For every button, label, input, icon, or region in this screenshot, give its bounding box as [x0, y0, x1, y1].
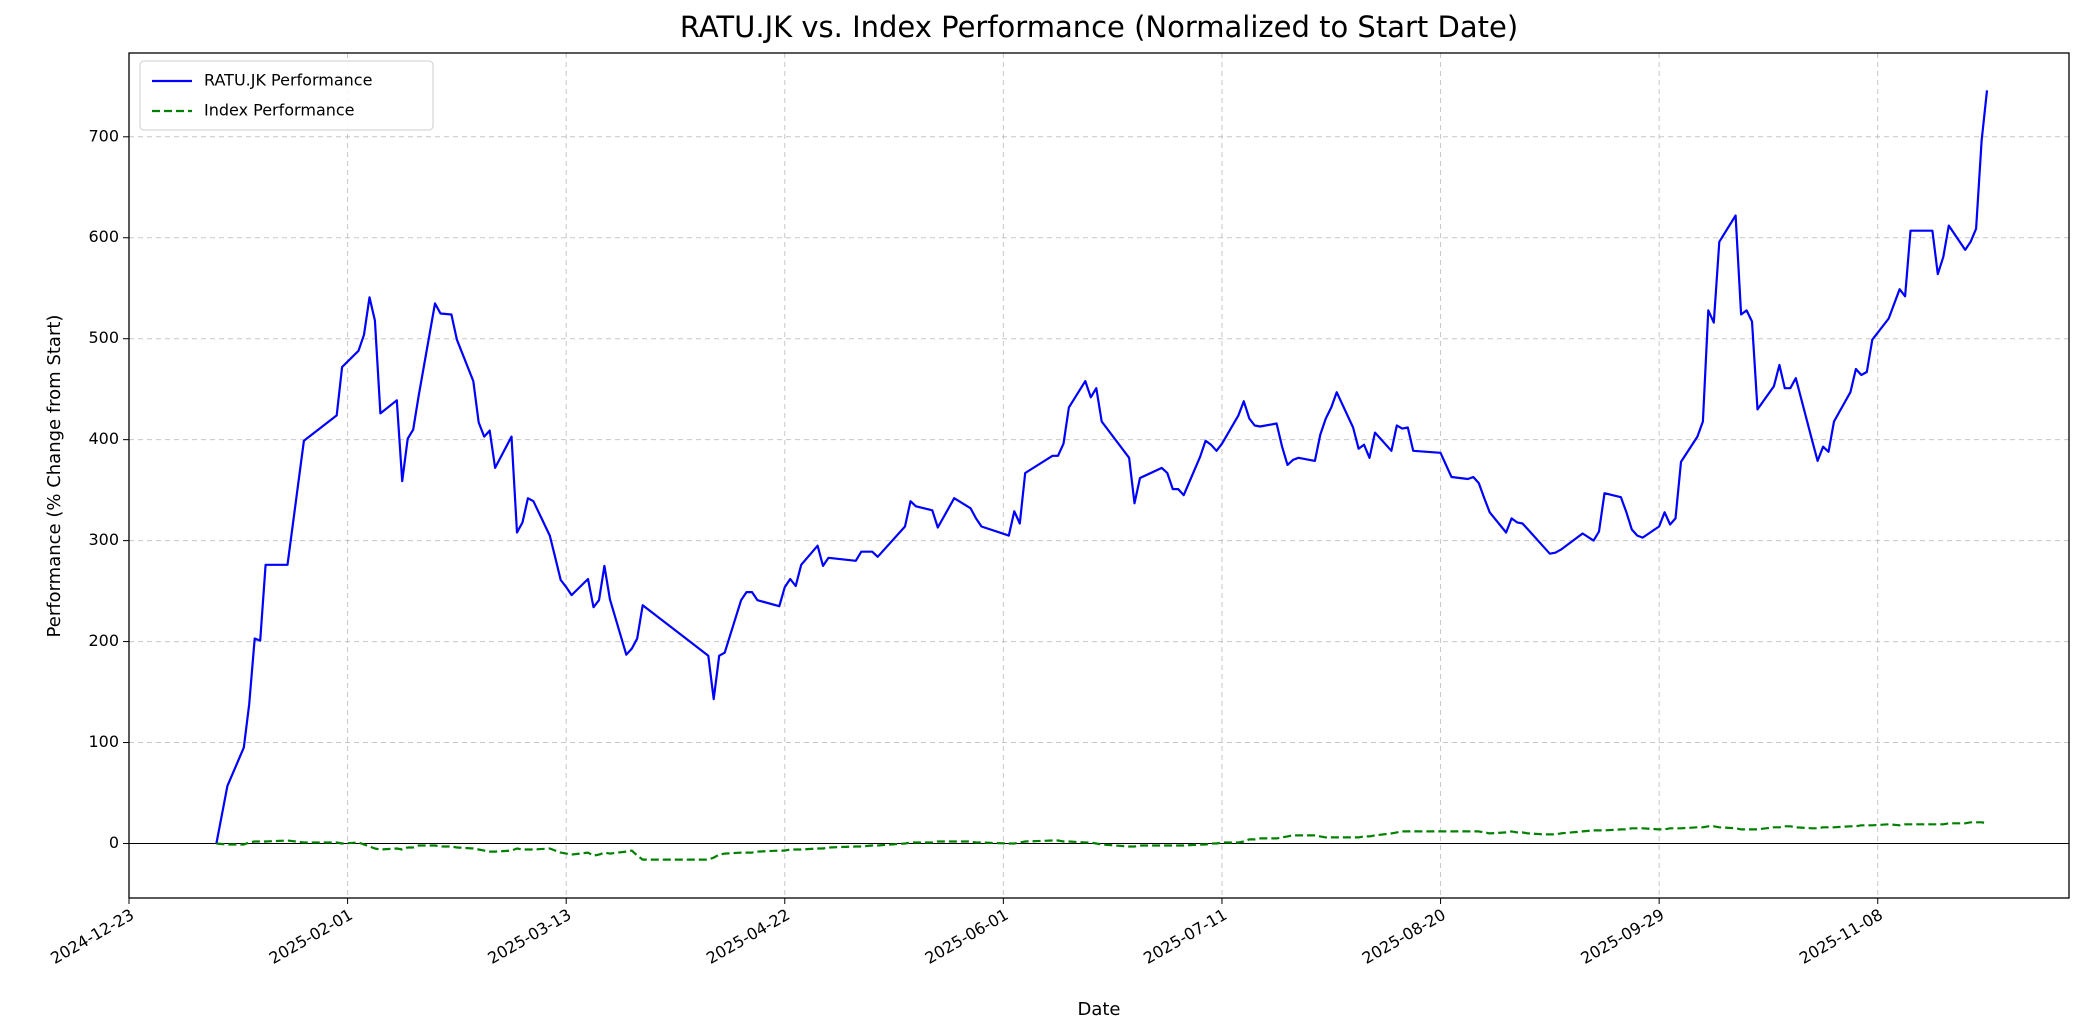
y-tick-label: 700	[88, 126, 119, 145]
y-tick-label: 200	[88, 631, 119, 650]
y-tick-label: 100	[88, 732, 119, 751]
legend-label: Index Performance	[204, 101, 355, 120]
plot-frame	[128, 52, 2070, 899]
legend-label: RATU.JK Performance	[204, 71, 372, 90]
y-axis-label: Performance (% Change from Start)	[44, 315, 65, 638]
legend: RATU.JK Performance Index Performance	[139, 60, 434, 131]
y-tick-label: 300	[88, 530, 119, 549]
line-series	[215, 90, 1989, 844]
legend-box	[139, 60, 434, 131]
chart-title: RATU.JK vs. Index Performance (Normalize…	[680, 10, 1518, 44]
y-tick-label: 500	[88, 328, 119, 347]
y-tick-label: 400	[88, 429, 119, 448]
x-axis-label: Date	[1077, 999, 1120, 1020]
y-tick-label: 0	[109, 833, 119, 852]
y-tick-label: 600	[88, 227, 119, 246]
line-series	[216, 821, 1988, 861]
